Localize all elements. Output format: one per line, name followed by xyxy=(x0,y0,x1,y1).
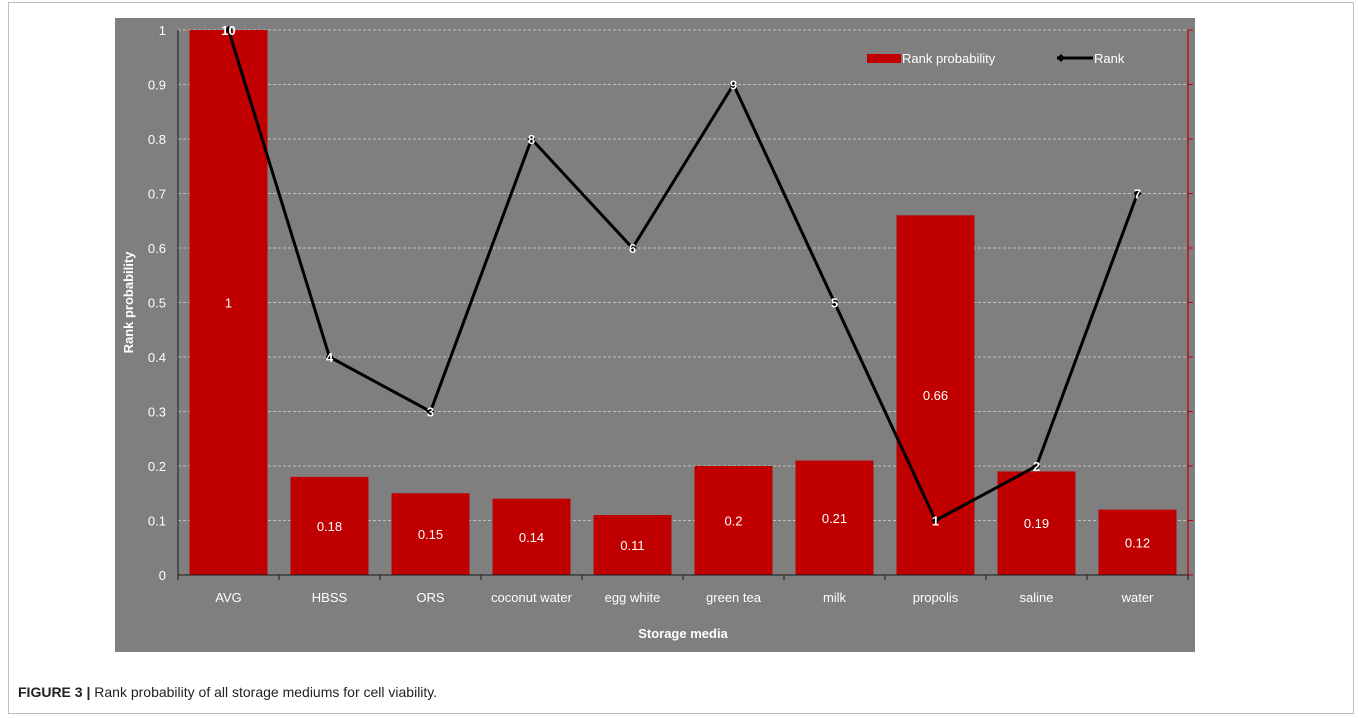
rank-point xyxy=(628,244,637,252)
rank-line xyxy=(227,29,1139,523)
x-tick-label: water xyxy=(1121,590,1154,605)
y-tick-label: 1 xyxy=(159,23,166,38)
y-tick-label: 0.6 xyxy=(148,241,166,256)
bar xyxy=(391,493,470,575)
rank-value-label: 9 xyxy=(730,78,737,93)
y-tick-label: 0 xyxy=(159,568,166,583)
bar-value-label: 0.2 xyxy=(724,514,742,529)
x-tick-label: ORS xyxy=(416,590,445,605)
combo-chart: 0 0.1 0.2 0.3 0.4 0.5 0.6 0.7 0.8 0.9 10 1 2 3 4 5 6 7 8 9 1… xyxy=(121,23,1193,641)
rank-point xyxy=(527,135,536,143)
rank-value-label: 2 xyxy=(1033,459,1040,474)
y-tick-label: 0.8 xyxy=(148,132,166,147)
x-tick-label: saline xyxy=(1020,590,1054,605)
rank-value-label: 5 xyxy=(831,296,838,311)
rank-point xyxy=(1032,462,1041,470)
rank-point xyxy=(729,80,738,89)
y-tick-label: 0.5 xyxy=(148,296,166,311)
y-tick-label: 0.1 xyxy=(148,514,166,529)
bar xyxy=(189,30,268,575)
rank-point xyxy=(426,407,435,416)
y-tick-label: 0.7 xyxy=(148,187,166,202)
figure-caption-text: Rank probability of all storage mediums … xyxy=(90,684,438,700)
bar xyxy=(492,498,571,575)
rank-point xyxy=(325,353,334,361)
legend-marker-rank xyxy=(1057,54,1065,62)
x-tick-label: coconut water xyxy=(491,590,573,605)
x-tick-label: egg white xyxy=(605,590,661,605)
bar xyxy=(997,471,1076,575)
legend-label-rank: Rank xyxy=(1094,51,1125,66)
legend-label-bar: Rank probability xyxy=(902,51,996,66)
y-tick-label: 0.4 xyxy=(148,350,166,365)
rank-point xyxy=(224,26,233,34)
bar xyxy=(694,466,773,575)
bar-value-label: 0.14 xyxy=(519,530,544,545)
y-axis-title: Rank probability xyxy=(121,251,136,354)
rank-value-label: 1 xyxy=(932,514,939,529)
figure-frame xyxy=(8,2,1354,714)
bar xyxy=(795,460,874,575)
rank-value-label: 10 xyxy=(221,23,235,38)
bar-value-label: 0.11 xyxy=(620,538,644,553)
bar-value-label: 1 xyxy=(225,296,232,311)
rank-value-label: 6 xyxy=(629,241,636,256)
chart-area: 0 0.1 0.2 0.3 0.4 0.5 0.6 0.7 0.8 0.9 10 1 2 3 4 5 6 7 8 9 1… xyxy=(115,18,1195,652)
x-axis-title: Storage media xyxy=(638,626,728,641)
bar-value-label: 0.21 xyxy=(822,511,847,526)
bar-value-label: 0.66 xyxy=(923,388,948,403)
bar-value-label: 0.12 xyxy=(1125,535,1150,550)
rank-value-label: 7 xyxy=(1134,187,1141,202)
rank-value-label: 4 xyxy=(326,350,334,365)
rank-point xyxy=(830,298,839,307)
rank-point xyxy=(1133,189,1142,198)
x-tick-label: green tea xyxy=(706,590,762,605)
bar-value-label: 0.19 xyxy=(1024,516,1049,531)
x-tick-label: HBSS xyxy=(312,590,348,605)
rank-value-label: 8 xyxy=(528,132,535,147)
rank-value-label: 3 xyxy=(427,405,434,420)
bar xyxy=(1098,509,1177,575)
bar-value-label: 0.15 xyxy=(418,527,443,542)
bar xyxy=(290,476,369,575)
legend-swatch-bar xyxy=(867,54,901,63)
y-tick-label: 0.3 xyxy=(148,405,166,420)
y-tick-label: 0.9 xyxy=(148,78,166,93)
figure-label: FIGURE 3 | xyxy=(18,684,91,700)
x-tick-label: AVG xyxy=(215,590,242,605)
bar xyxy=(593,515,672,575)
figure-caption: FIGURE 3 | Rank probability of all stora… xyxy=(18,684,437,700)
rank-point xyxy=(931,516,940,525)
x-tick-label: propolis xyxy=(913,590,959,605)
bar xyxy=(896,215,975,576)
y-tick-label: 0.2 xyxy=(148,459,166,474)
x-tick-label: milk xyxy=(823,590,847,605)
bar-value-label: 0.18 xyxy=(317,519,342,534)
